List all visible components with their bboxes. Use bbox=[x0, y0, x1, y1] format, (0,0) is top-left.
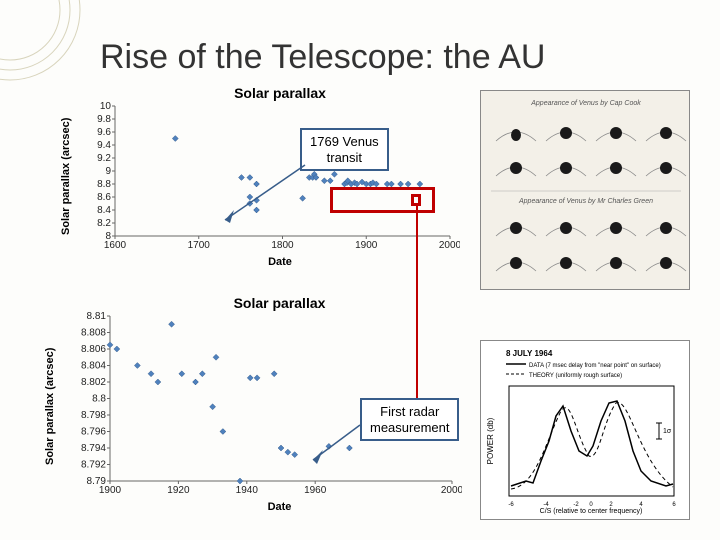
svg-text:8.796: 8.796 bbox=[81, 427, 106, 438]
radar-date: 8 JULY 1964 bbox=[506, 349, 553, 358]
svg-text:1600: 1600 bbox=[104, 240, 127, 251]
svg-text:8.8: 8.8 bbox=[92, 394, 106, 405]
svg-text:1900: 1900 bbox=[99, 485, 122, 496]
callout-venus-transit: 1769 Venus transit bbox=[300, 128, 389, 171]
chart1-title: Solar parallax bbox=[100, 85, 460, 101]
venus-sketch-svg: Appearance of Venus by Cap Cook Appearan… bbox=[481, 91, 691, 291]
chart2-xlabel: Date bbox=[97, 501, 462, 513]
svg-text:8.81: 8.81 bbox=[87, 311, 107, 322]
radar-xlabel: C/S (relative to center frequency) bbox=[540, 508, 643, 515]
svg-text:8.802: 8.802 bbox=[81, 377, 106, 388]
svg-text:8.804: 8.804 bbox=[81, 361, 106, 372]
svg-text:4: 4 bbox=[639, 502, 643, 508]
callout2-line1: First radar bbox=[380, 404, 439, 419]
svg-text:8.4: 8.4 bbox=[97, 205, 111, 216]
sketch-label-b: Appearance of Venus by Mr Charles Green bbox=[518, 198, 653, 205]
chart1-ylabel: Solar parallax (arcsec) bbox=[60, 118, 72, 235]
svg-text:9.8: 9.8 bbox=[97, 114, 111, 125]
page-title: Rise of the Telescope: the AU bbox=[100, 38, 545, 77]
svg-text:1960: 1960 bbox=[304, 485, 327, 496]
chart2-ylabel: Solar parallax (arcsec) bbox=[44, 348, 56, 465]
sketch-label-a: Appearance of Venus by Cap Cook bbox=[530, 100, 641, 107]
svg-text:1920: 1920 bbox=[167, 485, 190, 496]
svg-text:9: 9 bbox=[105, 166, 111, 177]
side-figure-radar-plot: 8 JULY 1964 DATA (7 msec delay from "nea… bbox=[480, 340, 690, 520]
callout2-arrow bbox=[305, 420, 365, 470]
svg-text:8.794: 8.794 bbox=[81, 443, 106, 454]
svg-text:1900: 1900 bbox=[355, 240, 378, 251]
svg-text:8.806: 8.806 bbox=[81, 344, 106, 355]
callout-first-radar: First radar measurement bbox=[360, 398, 459, 441]
svg-text:8.8: 8.8 bbox=[97, 179, 111, 190]
svg-text:9.2: 9.2 bbox=[97, 153, 111, 164]
radar-legend2: THEORY (uniformly rough surface) bbox=[529, 373, 622, 379]
svg-text:10: 10 bbox=[100, 101, 112, 112]
svg-text:8.792: 8.792 bbox=[81, 460, 106, 471]
svg-text:8.808: 8.808 bbox=[81, 328, 106, 339]
svg-text:-2: -2 bbox=[573, 502, 579, 508]
svg-text:1σ: 1σ bbox=[663, 428, 672, 435]
svg-text:-6: -6 bbox=[508, 502, 514, 508]
svg-text:1940: 1940 bbox=[236, 485, 259, 496]
callout1-line1: 1769 Venus bbox=[310, 134, 379, 149]
svg-text:8.2: 8.2 bbox=[97, 218, 111, 229]
side-figure-venus-sketch: Appearance of Venus by Cap Cook Appearan… bbox=[480, 90, 690, 290]
svg-text:1700: 1700 bbox=[188, 240, 211, 251]
svg-text:2000: 2000 bbox=[441, 485, 462, 496]
svg-text:2000: 2000 bbox=[439, 240, 460, 251]
svg-text:-4: -4 bbox=[543, 502, 549, 508]
svg-text:9.4: 9.4 bbox=[97, 140, 111, 151]
callout2-line2: measurement bbox=[370, 420, 449, 435]
radar-legend1: DATA (7 msec delay from "near point" on … bbox=[529, 363, 661, 369]
svg-text:6: 6 bbox=[672, 502, 676, 508]
chart2-title: Solar parallax bbox=[97, 295, 462, 311]
svg-text:8.6: 8.6 bbox=[97, 192, 111, 203]
svg-text:9.6: 9.6 bbox=[97, 127, 111, 138]
callout1-arrow bbox=[210, 155, 310, 235]
callout1-line2: transit bbox=[327, 150, 362, 165]
svg-text:1800: 1800 bbox=[271, 240, 294, 251]
radar-plot-svg: 8 JULY 1964 DATA (7 msec delay from "nea… bbox=[481, 341, 691, 521]
radar-ylabel: POWER (db) bbox=[486, 417, 495, 464]
svg-text:8.798: 8.798 bbox=[81, 410, 106, 421]
